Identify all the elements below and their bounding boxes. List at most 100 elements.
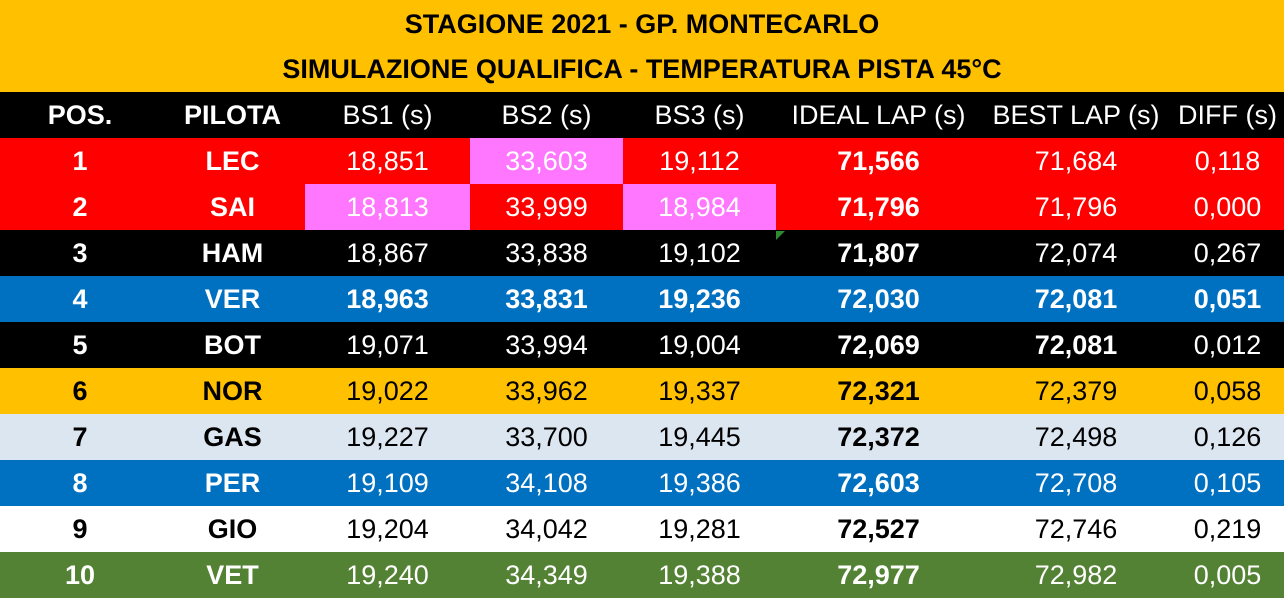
cell-pos: 8: [0, 460, 160, 506]
cell-bs2: 33,831: [470, 276, 623, 322]
cell-driver: VET: [160, 552, 305, 598]
col-header-driver: PILOTA: [160, 92, 305, 138]
table-row: 7 GAS 19,227 33,700 19,445 72,372 72,498…: [0, 414, 1284, 460]
cell-ideal-lap: 72,372: [776, 414, 981, 460]
cell-bs2: 34,108: [470, 460, 623, 506]
col-header-pos: POS.: [0, 92, 160, 138]
cell-bs2: 33,838: [470, 230, 623, 276]
cell-ideal-lap: 72,603: [776, 460, 981, 506]
cell-pos: 9: [0, 506, 160, 552]
cell-bs3: 19,386: [623, 460, 776, 506]
cell-best-lap: 72,081: [981, 276, 1171, 322]
cell-diff: 0,000: [1171, 184, 1284, 230]
cell-driver: NOR: [160, 368, 305, 414]
cell-best-lap: 71,796: [981, 184, 1171, 230]
cell-diff: 0,219: [1171, 506, 1284, 552]
cell-driver: GAS: [160, 414, 305, 460]
cell-ideal-lap: 72,030: [776, 276, 981, 322]
cell-bs3: 19,281: [623, 506, 776, 552]
cell-ideal-lap: 71,566: [776, 138, 981, 184]
cell-bs2-best-sector: 33,603: [470, 138, 623, 184]
cell-bs1: 19,109: [305, 460, 470, 506]
cell-best-lap: 72,746: [981, 506, 1171, 552]
cell-bs2: 33,999: [470, 184, 623, 230]
cell-bs1: 18,963: [305, 276, 470, 322]
cell-pos: 10: [0, 552, 160, 598]
cell-best-lap: 72,708: [981, 460, 1171, 506]
cell-bs3: 19,112: [623, 138, 776, 184]
cell-bs1: 19,022: [305, 368, 470, 414]
table-row: 4 VER 18,963 33,831 19,236 72,030 72,081…: [0, 276, 1284, 322]
table-row: 5 BOT 19,071 33,994 19,004 72,069 72,081…: [0, 322, 1284, 368]
cell-ideal-lap: 71,807: [776, 230, 981, 276]
results-table: POS. PILOTA BS1 (s) BS2 (s) BS3 (s) IDEA…: [0, 92, 1284, 598]
cell-comment-marker: [776, 231, 785, 240]
col-header-ideal-lap: IDEAL LAP (s): [776, 92, 981, 138]
cell-best-lap: 72,498: [981, 414, 1171, 460]
cell-bs3: 19,445: [623, 414, 776, 460]
cell-diff: 0,126: [1171, 414, 1284, 460]
cell-driver: BOT: [160, 322, 305, 368]
cell-bs2: 33,994: [470, 322, 623, 368]
cell-bs1: 19,227: [305, 414, 470, 460]
cell-best-lap: 72,379: [981, 368, 1171, 414]
cell-bs2: 33,962: [470, 368, 623, 414]
header-row: POS. PILOTA BS1 (s) BS2 (s) BS3 (s) IDEA…: [0, 92, 1284, 138]
cell-ideal-lap: 72,977: [776, 552, 981, 598]
cell-pos: 6: [0, 368, 160, 414]
cell-bs2: 33,700: [470, 414, 623, 460]
cell-pos: 2: [0, 184, 160, 230]
cell-ideal-lap: 72,527: [776, 506, 981, 552]
cell-best-lap: 72,074: [981, 230, 1171, 276]
col-header-bs2: BS2 (s): [470, 92, 623, 138]
cell-bs2: 34,349: [470, 552, 623, 598]
cell-bs2: 34,042: [470, 506, 623, 552]
col-header-bs1: BS1 (s): [305, 92, 470, 138]
cell-ideal-lap: 72,321: [776, 368, 981, 414]
col-header-bs3: BS3 (s): [623, 92, 776, 138]
cell-bs3: 19,388: [623, 552, 776, 598]
cell-diff: 0,012: [1171, 322, 1284, 368]
cell-driver: GIO: [160, 506, 305, 552]
cell-driver: LEC: [160, 138, 305, 184]
cell-bs1-best-sector: 18,813: [305, 184, 470, 230]
table-row: 9 GIO 19,204 34,042 19,281 72,527 72,746…: [0, 506, 1284, 552]
cell-bs3: 19,337: [623, 368, 776, 414]
table-row: 2 SAI 18,813 33,999 18,984 71,796 71,796…: [0, 184, 1284, 230]
cell-diff: 0,058: [1171, 368, 1284, 414]
cell-driver: PER: [160, 460, 305, 506]
table-row: 3 HAM 18,867 33,838 19,102 71,807 72,074…: [0, 230, 1284, 276]
cell-pos: 4: [0, 276, 160, 322]
cell-driver: SAI: [160, 184, 305, 230]
col-header-best-lap: BEST LAP (s): [981, 92, 1171, 138]
table-row: 10 VET 19,240 34,349 19,388 72,977 72,98…: [0, 552, 1284, 598]
cell-diff: 0,267: [1171, 230, 1284, 276]
table-row: 1 LEC 18,851 33,603 19,112 71,566 71,684…: [0, 138, 1284, 184]
cell-best-lap: 72,081: [981, 322, 1171, 368]
cell-best-lap: 71,684: [981, 138, 1171, 184]
cell-pos: 1: [0, 138, 160, 184]
cell-diff: 0,105: [1171, 460, 1284, 506]
cell-bs3-best-sector: 18,984: [623, 184, 776, 230]
cell-bs3: 19,102: [623, 230, 776, 276]
cell-bs1: 19,204: [305, 506, 470, 552]
cell-pos: 5: [0, 322, 160, 368]
table-row: 8 PER 19,109 34,108 19,386 72,603 72,708…: [0, 460, 1284, 506]
cell-bs1: 19,240: [305, 552, 470, 598]
cell-bs1: 18,867: [305, 230, 470, 276]
cell-diff: 0,005: [1171, 552, 1284, 598]
cell-ideal-lap: 72,069: [776, 322, 981, 368]
cell-bs3: 19,004: [623, 322, 776, 368]
title-banner: STAGIONE 2021 - GP. MONTECARLO SIMULAZIO…: [0, 0, 1284, 92]
cell-bs3: 19,236: [623, 276, 776, 322]
table-row: 6 NOR 19,022 33,962 19,337 72,321 72,379…: [0, 368, 1284, 414]
cell-bs1: 19,071: [305, 322, 470, 368]
cell-pos: 7: [0, 414, 160, 460]
cell-ideal-lap: 71,796: [776, 184, 981, 230]
col-header-diff: DIFF (s): [1171, 92, 1284, 138]
cell-diff: 0,118: [1171, 138, 1284, 184]
cell-driver: HAM: [160, 230, 305, 276]
cell-driver: VER: [160, 276, 305, 322]
cell-best-lap: 72,982: [981, 552, 1171, 598]
